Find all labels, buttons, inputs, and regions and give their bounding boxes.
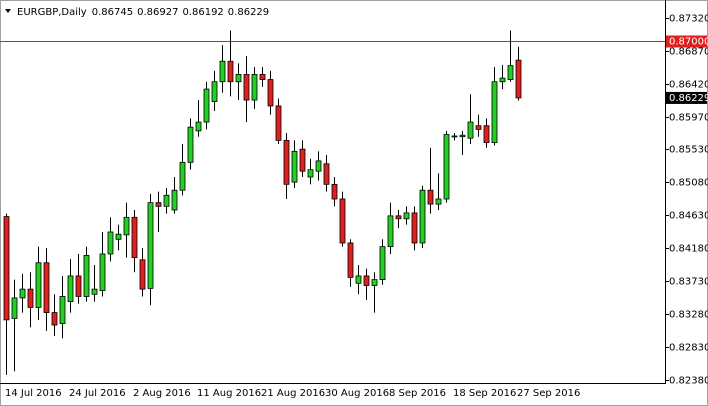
candle-body <box>27 288 34 308</box>
candle-body <box>147 202 154 289</box>
candle-body <box>155 202 162 207</box>
candle-body <box>451 135 458 138</box>
candle-body <box>3 216 10 321</box>
candle-body <box>515 59 522 99</box>
candle-body <box>139 259 146 290</box>
candle-body <box>43 262 50 313</box>
candle-body <box>59 296 66 324</box>
candle-body <box>355 275 362 284</box>
candle-body <box>507 65 514 80</box>
candle-body <box>291 150 298 183</box>
y-tick-label: 0.84180 <box>669 244 708 255</box>
candle-body <box>331 183 338 200</box>
y-tick-label: 0.84630 <box>669 211 708 222</box>
candle-body <box>315 160 322 172</box>
candle-body <box>219 60 226 83</box>
level-label-box <box>666 35 707 48</box>
candle-body <box>107 231 114 255</box>
candle-body <box>435 198 442 205</box>
price-label: 0.86229 <box>669 93 708 104</box>
candle-body <box>467 121 474 139</box>
candle-body <box>371 279 378 286</box>
candle-body <box>443 134 450 200</box>
candle-body <box>251 74 258 101</box>
candle-body <box>323 163 330 185</box>
candle-body <box>75 275 82 297</box>
y-tick-label: 0.86420 <box>669 80 708 91</box>
candle-body <box>235 74 242 83</box>
y-tick-label: 0.82380 <box>669 376 708 387</box>
candle-body <box>347 242 354 278</box>
candle-body <box>299 148 306 172</box>
x-tick-label: 8 Sep 2016 <box>389 388 446 399</box>
candle-body <box>283 139 290 185</box>
candle-body <box>171 189 178 211</box>
candle-body <box>67 275 74 302</box>
candle-body <box>419 189 426 244</box>
y-tick-label: 0.85080 <box>669 178 708 189</box>
candle-body <box>395 215 402 220</box>
candle-body <box>403 212 410 220</box>
y-tick-label: 0.86870 <box>669 47 708 58</box>
candle-body <box>267 79 274 107</box>
header-open: 0.86745 <box>92 7 133 18</box>
candle-body <box>187 126 194 163</box>
level-label: 0.87000 <box>669 37 708 48</box>
header-high: 0.86927 <box>137 7 178 18</box>
candle-body <box>35 262 42 308</box>
candle-body <box>483 125 490 143</box>
candle-body <box>387 215 394 248</box>
candle-body <box>195 121 202 132</box>
x-tick-label: 14 Jul 2016 <box>5 388 62 399</box>
candle-body <box>227 60 234 83</box>
y-tick-label: 0.85530 <box>669 145 708 156</box>
menu-arrow[interactable] <box>5 9 11 13</box>
candle-body <box>51 312 58 326</box>
candle-body <box>427 189 434 205</box>
candle-body <box>179 161 186 191</box>
candle-body <box>259 74 266 80</box>
y-tick-label: 0.87320 <box>669 14 708 25</box>
candle-body <box>243 74 250 101</box>
candle-body <box>491 81 498 143</box>
candle-body <box>275 105 282 141</box>
candle-body <box>379 246 386 281</box>
symbol: EURGBP,Daily <box>17 7 87 18</box>
x-tick-label: 18 Sep 2016 <box>453 388 516 399</box>
x-tick-label: 11 Aug 2016 <box>197 388 261 399</box>
candle-body <box>499 77 506 83</box>
candle-body <box>459 134 466 138</box>
header-low: 0.86192 <box>182 7 223 18</box>
price-label-box <box>666 91 707 104</box>
candle-body <box>363 275 370 286</box>
candle-body <box>99 253 106 291</box>
candle-body <box>211 81 218 102</box>
header-close: 0.86229 <box>228 7 269 18</box>
candle-body <box>203 88 210 123</box>
candle-body <box>123 216 130 236</box>
candle-body <box>83 255 90 297</box>
candle-body <box>475 125 482 130</box>
x-tick-label: 2 Aug 2016 <box>133 388 191 399</box>
candle-body <box>339 198 346 244</box>
y-tick-label: 0.82830 <box>669 343 708 354</box>
y-tick-label: 0.83730 <box>669 277 708 288</box>
x-tick-label: 21 Aug 2016 <box>261 388 325 399</box>
candle-body <box>19 288 26 299</box>
x-tick-label: 30 Aug 2016 <box>325 388 389 399</box>
y-tick-label: 0.83280 <box>669 310 708 321</box>
candle-body <box>115 233 122 240</box>
candle-body <box>131 216 138 259</box>
candle-body <box>307 169 314 178</box>
candle-body <box>91 288 98 295</box>
header: EURGBP,Daily 0.86745 0.86927 0.86192 0.86229 <box>17 7 269 18</box>
x-tick-label: 27 Sep 2016 <box>517 388 580 399</box>
x-tick-label: 24 Jul 2016 <box>69 388 126 399</box>
candle-body <box>163 194 170 207</box>
y-tick-label: 0.85970 <box>669 113 708 124</box>
candle-body <box>11 297 18 319</box>
candle-body <box>411 212 418 244</box>
